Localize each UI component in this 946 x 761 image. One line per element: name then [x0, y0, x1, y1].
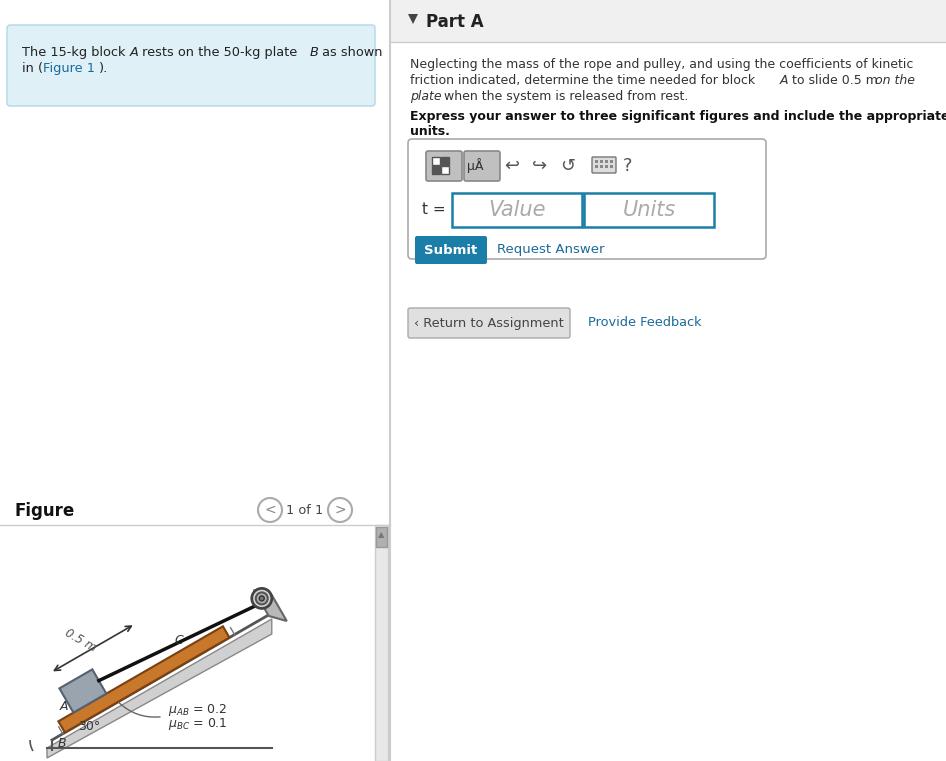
Text: ▲: ▲ [377, 530, 384, 540]
Circle shape [255, 592, 268, 604]
Circle shape [328, 498, 352, 522]
Bar [375, 525, 388, 761]
Text: plate: plate [410, 90, 442, 103]
Text: The 15-kg block: The 15-kg block [22, 46, 130, 59]
Circle shape [258, 498, 282, 522]
Text: ↩: ↩ [504, 157, 519, 175]
Bar [390, 0, 946, 42]
Bar [595, 165, 598, 168]
Bar [432, 166, 440, 174]
Text: to slide 0.5 m: to slide 0.5 m [788, 74, 882, 87]
Text: ↪: ↪ [533, 157, 548, 175]
Bar [441, 157, 449, 165]
Text: A: A [780, 74, 789, 87]
Text: as shown: as shown [318, 46, 382, 59]
Text: 30°: 30° [78, 720, 100, 733]
Text: <: < [264, 503, 276, 517]
Text: on the: on the [875, 74, 915, 87]
Text: >: > [334, 503, 346, 517]
Bar [452, 193, 582, 227]
Text: friction indicated, determine the time needed for block: friction indicated, determine the time n… [410, 74, 759, 87]
Text: in (: in ( [22, 62, 43, 75]
Text: Figure: Figure [14, 502, 74, 520]
Text: 1 of 1: 1 of 1 [287, 504, 324, 517]
Polygon shape [60, 670, 106, 712]
FancyBboxPatch shape [7, 25, 375, 106]
Text: Figure 1: Figure 1 [43, 62, 95, 75]
Bar [432, 157, 440, 165]
Polygon shape [59, 626, 230, 733]
Text: μÅ: μÅ [466, 158, 483, 174]
FancyBboxPatch shape [426, 151, 462, 181]
Bar [441, 166, 449, 174]
Text: Part A: Part A [426, 13, 483, 31]
Text: rests on the 50-kg plate: rests on the 50-kg plate [138, 46, 302, 59]
Bar [605, 160, 608, 163]
Bar [605, 165, 608, 168]
Text: t =: t = [422, 202, 446, 218]
Bar [600, 165, 603, 168]
Bar [376, 527, 387, 547]
Text: Value: Value [488, 200, 546, 220]
Polygon shape [408, 14, 418, 24]
Text: A: A [130, 46, 139, 59]
Text: ‹ Return to Assignment: ‹ Return to Assignment [414, 317, 564, 330]
Text: Neglecting the mass of the rope and pulley, and using the coefficients of kineti: Neglecting the mass of the rope and pull… [410, 58, 914, 71]
Bar [600, 160, 603, 163]
Text: $\mu_{AB}$ = 0.2: $\mu_{AB}$ = 0.2 [167, 702, 227, 718]
FancyBboxPatch shape [592, 157, 616, 173]
Text: Request Answer: Request Answer [497, 244, 604, 256]
FancyBboxPatch shape [408, 308, 570, 338]
Text: Submit: Submit [425, 244, 478, 256]
Text: ↺: ↺ [560, 157, 575, 175]
Text: when the system is released from rest.: when the system is released from rest. [440, 90, 689, 103]
FancyBboxPatch shape [408, 139, 766, 259]
Text: units.: units. [410, 125, 450, 138]
Circle shape [259, 596, 264, 601]
Text: 0.5 m: 0.5 m [62, 626, 98, 654]
FancyBboxPatch shape [464, 151, 500, 181]
Text: $\mu_{BC}$ = 0.1: $\mu_{BC}$ = 0.1 [167, 715, 227, 731]
Polygon shape [47, 619, 272, 758]
Text: Provide Feedback: Provide Feedback [588, 317, 702, 330]
Text: A: A [60, 700, 68, 713]
Bar [610, 160, 613, 163]
Text: B: B [310, 46, 319, 59]
Bar [610, 165, 613, 168]
FancyBboxPatch shape [415, 236, 487, 264]
Bar [584, 193, 714, 227]
Text: C: C [175, 634, 184, 647]
Text: Units: Units [622, 200, 675, 220]
Text: Express your answer to three significant figures and include the appropriate: Express your answer to three significant… [410, 110, 946, 123]
Circle shape [252, 588, 272, 608]
Bar [595, 160, 598, 163]
Text: ?: ? [622, 157, 632, 175]
Text: B: B [58, 737, 66, 750]
Polygon shape [254, 590, 287, 621]
Text: ).: ). [99, 62, 108, 75]
